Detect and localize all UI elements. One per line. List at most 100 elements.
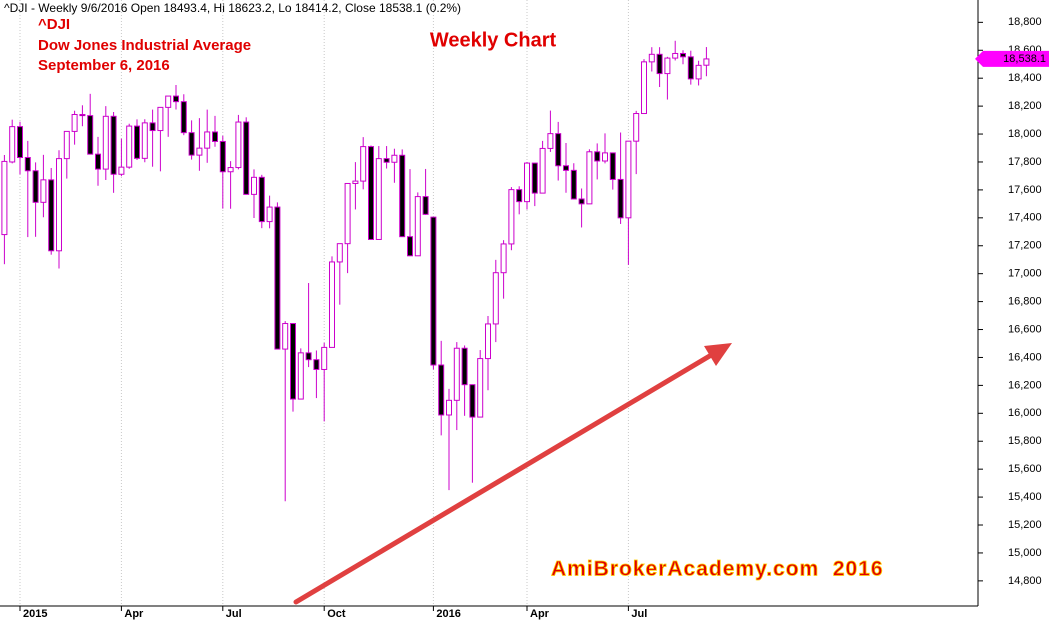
- candle-body: [110, 115, 117, 175]
- candle-body: [165, 95, 172, 108]
- candle-body: [446, 399, 452, 416]
- candle-body: [219, 140, 226, 173]
- y-tick-label: 17,600: [1008, 184, 1042, 196]
- candle-body: [492, 272, 499, 325]
- candle-body: [9, 126, 16, 163]
- candle-body: [63, 130, 70, 160]
- candle-body: [594, 151, 601, 162]
- grid: [19, 0, 629, 606]
- y-tick-label: 15,600: [1008, 463, 1042, 475]
- candle-body: [87, 115, 94, 155]
- annotation: ^DJI: [38, 16, 70, 33]
- candle-body: [282, 323, 289, 350]
- candle-body: [368, 146, 374, 240]
- y-tick-label: 18,200: [1008, 100, 1042, 112]
- candle-body: [539, 147, 546, 194]
- candle-body: [375, 158, 382, 240]
- y-tick-label: 16,600: [1008, 323, 1042, 335]
- candle-body: [586, 151, 593, 205]
- candle-body: [695, 64, 702, 80]
- y-tick-label: 17,000: [1008, 268, 1042, 280]
- candle-body: [453, 347, 460, 401]
- candle-body: [141, 122, 148, 159]
- candles: [1, 40, 710, 502]
- candle-body: [274, 206, 281, 350]
- y-tick-label: 17,400: [1008, 212, 1042, 224]
- candle-body: [321, 346, 328, 370]
- candle-body: [422, 196, 429, 215]
- candle-body: [477, 358, 484, 418]
- candle-body: [180, 101, 187, 134]
- candle-body: [102, 115, 109, 170]
- candle-body: [438, 364, 445, 416]
- candle-body: [516, 189, 523, 203]
- candle-body: [648, 53, 655, 63]
- candle-body: [126, 125, 133, 168]
- x-tick-label: Jul: [631, 608, 647, 620]
- trend-arrow-head: [704, 343, 732, 366]
- x-tick-label: 2015: [23, 608, 47, 620]
- x-tick-label: 2016: [436, 608, 460, 620]
- y-tick-label: 14,800: [1008, 575, 1042, 587]
- candle-body: [414, 196, 421, 257]
- candle-body: [1, 160, 8, 236]
- y-tick-label: 18,400: [1008, 72, 1042, 84]
- candle-body: [547, 133, 554, 149]
- candle-body: [469, 384, 476, 418]
- chart-title: ^DJI - Weekly 9/6/2016 Open 18493.4, Hi …: [4, 1, 461, 15]
- candle-body: [266, 206, 273, 223]
- candle-body: [79, 113, 86, 117]
- candle-body: [56, 158, 62, 252]
- trend-arrow: [293, 348, 721, 605]
- candle-body: [500, 243, 507, 274]
- candle-body: [227, 167, 234, 173]
- y-tick-label: 18,000: [1008, 128, 1042, 140]
- candle-body: [687, 56, 694, 80]
- y-tick-label: 18,800: [1008, 16, 1042, 28]
- candle-body: [48, 179, 55, 252]
- candle-body: [602, 152, 608, 162]
- candle-body: [212, 131, 218, 142]
- y-tick-label: 15,400: [1008, 491, 1042, 503]
- candle-body: [251, 176, 257, 195]
- candle-body: [258, 176, 265, 223]
- candle-body: [664, 57, 671, 75]
- candle-body: [609, 152, 616, 180]
- candle-body: [71, 113, 78, 132]
- candle-body: [313, 359, 320, 370]
- candle-body: [235, 121, 242, 169]
- candle-body: [391, 154, 398, 163]
- candle-body: [461, 347, 468, 386]
- candle-body: [344, 182, 351, 245]
- candle-body: [188, 132, 195, 156]
- candle-body: [625, 140, 632, 219]
- x-tick-label: Apr: [124, 608, 144, 620]
- last-price-label: 18,538.1: [1003, 53, 1046, 65]
- candle-body: [563, 165, 569, 171]
- candle-body: [672, 52, 679, 59]
- y-tick-label: 15,800: [1008, 435, 1042, 447]
- x-tick-label: Apr: [530, 608, 550, 620]
- x-tick-label: Oct: [327, 608, 346, 620]
- y-tick-label: 16,200: [1008, 379, 1042, 391]
- candle-body: [297, 352, 304, 400]
- watermark: AmiBrokerAcademy.com 2016: [551, 558, 884, 581]
- candle-body: [430, 216, 437, 366]
- candle-body: [95, 153, 101, 170]
- candle-body: [680, 52, 686, 58]
- x-tick-label: Jul: [226, 608, 242, 620]
- candle-body: [578, 198, 585, 205]
- last-price-tag: [975, 50, 1049, 67]
- candle-body: [508, 189, 515, 245]
- y-tick-label: 17,800: [1008, 156, 1042, 168]
- candle-body: [196, 147, 203, 156]
- annotation: Dow Jones Industrial Average: [38, 37, 251, 54]
- candle-body: [17, 126, 23, 159]
- y-tick-label: 16,800: [1008, 296, 1042, 308]
- candle-body: [173, 95, 179, 103]
- candle-body: [570, 169, 577, 200]
- candle-body: [243, 121, 250, 195]
- annotation: September 6, 2016: [38, 57, 170, 74]
